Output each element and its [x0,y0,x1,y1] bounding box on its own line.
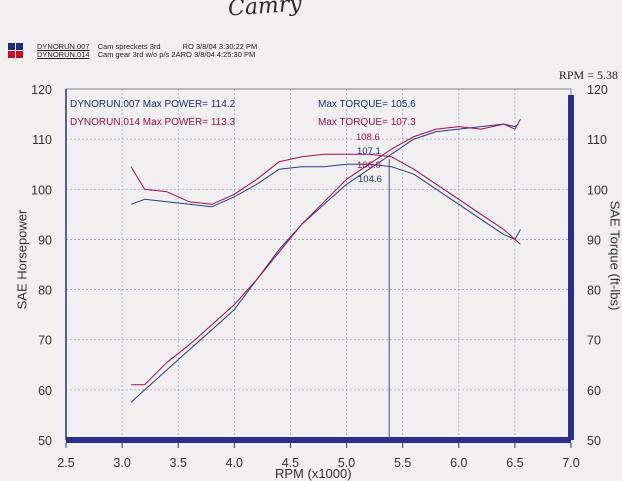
x-axis-label: RPM (x1000) [275,466,352,481]
y-tick-label-left: 70 [38,334,52,348]
y-tick-label-left: 120 [31,83,52,97]
y-tick-label-right: 120 [587,83,608,97]
cursor-value-label: 107.1 [357,146,381,157]
y-tick-label-left: 110 [32,133,52,147]
y-axis-label-right: SAE Torque (ft-lbs) [608,201,622,311]
y-tick-label-right: 50 [587,434,601,448]
max-annotation: Max TORQUE= 107.3 [318,117,416,128]
y-tick-label-right: 110 [587,133,607,147]
max-annotation: Max TORQUE= 105.6 [318,99,416,110]
x-tick-label: 7.0 [562,456,579,470]
cursor-value-label: 104.6 [358,174,382,185]
y-tick-label-left: 50 [38,434,52,448]
x-tick-label: 4.0 [226,456,243,470]
right-axis-bar [568,95,574,440]
x-tick-label: 3.5 [170,456,187,470]
max-annotation: DYNORUN.007 Max POWER= 114.2 [70,99,236,110]
series-line-torque-run014 [131,154,520,244]
y-tick-label-right: 100 [587,183,608,197]
plot-frame [66,89,571,440]
cursor-value-label: 106.0 [357,160,381,171]
x-axis-bar [66,437,571,443]
x-tick-label: 5.5 [394,456,411,470]
y-tick-label-left: 80 [38,284,52,298]
cursor-value-label: 108.6 [356,132,380,143]
series-line-power-run007 [131,124,518,402]
x-tick-label: 3.0 [113,456,130,470]
series-line-power-run014 [131,119,520,385]
x-tick-label: 6.0 [450,456,467,470]
max-annotation: DYNORUN.014 Max POWER= 113.3 [70,117,236,128]
y-tick-label-right: 90 [587,233,601,247]
y-tick-label-right: 70 [587,334,601,348]
y-tick-label-left: 100 [31,183,52,197]
y-axis-label-left: SAE Horsepower [15,200,30,320]
x-tick-label: 2.5 [57,456,74,470]
y-tick-label-right: 60 [587,384,601,398]
y-tick-label-left: 90 [38,233,52,247]
y-tick-label-left: 60 [38,384,52,398]
y-tick-label-right: 80 [587,284,601,298]
x-tick-label: 6.5 [506,456,523,470]
